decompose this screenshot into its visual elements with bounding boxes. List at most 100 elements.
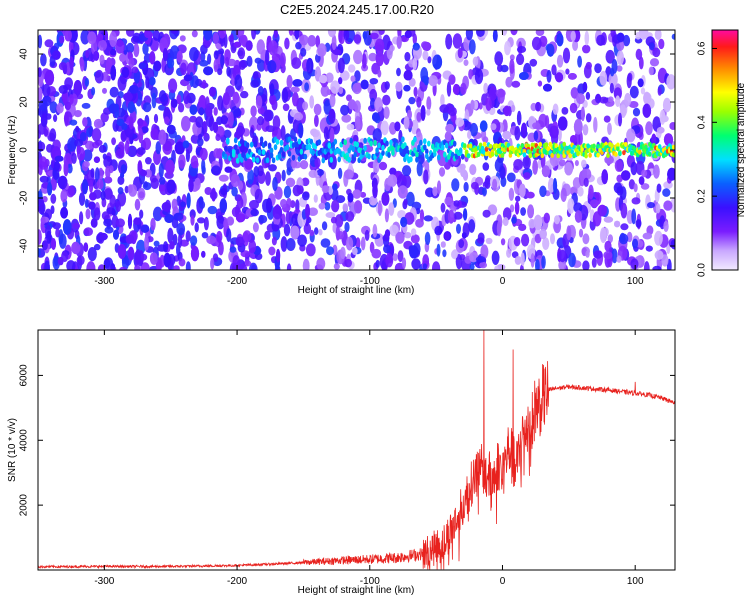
carrier-cell <box>337 156 342 163</box>
heatmap-cell <box>220 115 228 125</box>
carrier-cell <box>562 153 566 159</box>
colorbar-frame <box>711 29 739 271</box>
heatmap-cell <box>660 115 669 123</box>
heatmap-cell <box>194 177 201 191</box>
carrier-cell <box>269 147 274 154</box>
heatmap-cell <box>641 169 648 178</box>
heatmap-cell <box>514 201 520 215</box>
heatmap-cell <box>620 223 629 231</box>
carrier-cell <box>351 146 356 152</box>
carrier-cell <box>245 142 250 149</box>
carrier-cell <box>333 138 338 145</box>
heatmap-cell <box>39 175 49 183</box>
heatmap-cell <box>109 194 116 208</box>
heatmap-cell <box>523 172 531 180</box>
heatmap-cell <box>238 263 248 270</box>
carrier-cell <box>303 153 308 160</box>
heatmap-cell <box>310 128 318 136</box>
heatmap-cell <box>582 260 590 270</box>
heatmap-cell <box>198 60 209 67</box>
heatmap-cell <box>90 218 98 228</box>
heatmap-cell <box>265 49 270 66</box>
heatmap-cell <box>426 96 432 111</box>
heatmap-cell <box>203 66 214 76</box>
heatmap-cell <box>344 169 354 180</box>
heatmap-cell <box>341 114 352 123</box>
heatmap-cell <box>332 49 342 56</box>
heatmap-cell <box>514 125 521 141</box>
heatmap-cell <box>614 159 623 172</box>
carrier-cell <box>347 156 352 163</box>
heatmap-cell <box>410 228 417 236</box>
heatmap-cell <box>605 49 615 64</box>
carrier-cell <box>361 149 365 156</box>
heatmap-cell <box>267 60 277 74</box>
heatmap-cell <box>316 257 326 270</box>
heatmap-cell <box>494 265 499 270</box>
carrier-cell <box>624 142 628 147</box>
heatmap-cell <box>93 118 103 129</box>
heatmap-cell <box>225 56 230 68</box>
heatmap-cell <box>286 263 292 270</box>
heatmap-cell <box>190 215 195 226</box>
carrier-cell <box>476 152 481 157</box>
carrier-cell <box>259 136 264 143</box>
heatmap-cell <box>389 224 399 237</box>
heatmap-cell <box>84 198 89 208</box>
carrier-cell <box>367 153 371 160</box>
heatmap-cell <box>440 202 446 213</box>
heatmap-cell <box>621 170 631 181</box>
heatmap-cell <box>72 222 81 229</box>
heatmap-cell <box>338 86 343 94</box>
carrier-cell <box>299 148 304 155</box>
heatmap-cell <box>67 137 77 152</box>
heatmap-cell <box>511 104 516 113</box>
heatmap-cell <box>423 76 429 86</box>
heatmap-cell <box>585 91 591 100</box>
heatmap-cell <box>137 118 144 127</box>
heatmap-cell <box>103 218 113 227</box>
heatmap-cell <box>353 200 363 214</box>
heatmap-cell <box>115 39 125 54</box>
heatmap-cell <box>546 69 552 83</box>
heatmap-cell <box>402 165 412 177</box>
heatmap-cell <box>350 75 356 82</box>
heatmap-cell <box>109 31 117 48</box>
carrier-cell <box>618 150 622 156</box>
heatmap-cell <box>102 87 107 94</box>
carrier-cell <box>423 144 427 151</box>
heatmap-cell <box>467 130 472 139</box>
heatmap-cell <box>226 66 231 77</box>
heatmap-cell <box>188 178 194 193</box>
heatmap-cell <box>272 224 280 232</box>
heatmap-cell <box>628 179 636 190</box>
heatmap-cell <box>607 234 613 244</box>
heatmap-cell <box>649 42 655 51</box>
heatmap-cell <box>494 51 504 66</box>
heatmap-cell <box>334 214 344 228</box>
heatmap-cell <box>345 211 355 222</box>
heatmap-cell <box>176 50 183 63</box>
heatmap-cell <box>49 101 58 114</box>
heatmap-cell <box>331 34 337 51</box>
carrier-cell <box>482 141 487 147</box>
heatmap-cell <box>616 186 624 196</box>
heatmap-cell <box>585 61 592 70</box>
carrier-cell <box>267 142 272 149</box>
heatmap-cell <box>302 258 310 270</box>
heatmap-cell <box>143 181 148 188</box>
heatmap-cell <box>153 240 160 247</box>
carrier-cell <box>265 151 270 158</box>
heatmap-cell <box>436 180 442 194</box>
heatmap-cell <box>163 143 172 152</box>
heatmap-cell <box>392 253 398 262</box>
heatmap-cell <box>670 239 675 250</box>
heatmap-cell <box>98 39 107 51</box>
heatmap-cell <box>190 235 198 246</box>
heatmap-cell <box>492 178 498 191</box>
heatmap-cell <box>56 102 64 114</box>
heatmap-cell <box>423 215 433 222</box>
y-tick-label: -40 <box>19 238 30 253</box>
heatmap-cell <box>480 244 489 259</box>
